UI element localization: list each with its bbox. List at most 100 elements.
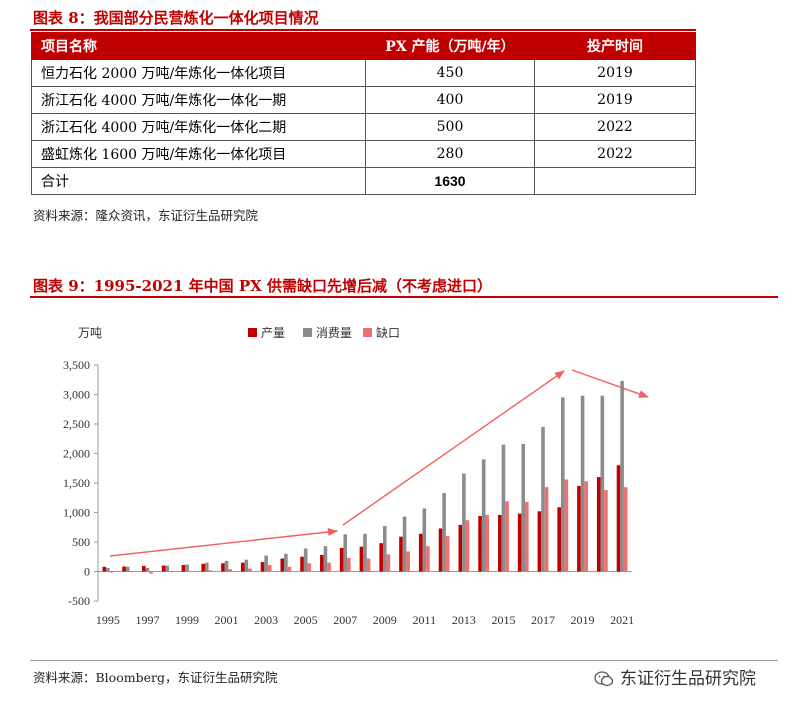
production-bar — [478, 516, 482, 572]
gap-bar — [188, 570, 193, 572]
gap-bar — [347, 557, 351, 572]
capacity-cell: 450 — [365, 59, 535, 87]
watermark-text: 东证衍生品研究院 — [620, 669, 756, 689]
x-tick-label: 1999 — [175, 613, 199, 627]
consumption-bar — [224, 560, 229, 572]
legend-swatch — [248, 328, 257, 337]
consumption-bar — [145, 567, 150, 572]
consumption-bar — [106, 567, 110, 572]
gap-bar — [208, 570, 213, 572]
production-bar — [320, 554, 324, 572]
consumption-bar — [620, 380, 624, 572]
gap-bar — [445, 536, 450, 572]
consumption-bar — [462, 473, 466, 572]
production-bar — [300, 556, 304, 572]
gap-bar — [564, 479, 569, 572]
gap-bar — [109, 571, 114, 573]
production-bar — [339, 547, 344, 572]
legend-label: 产量 — [261, 326, 285, 340]
y-tick-label: -500 — [68, 594, 90, 608]
header-start-date: 投产时间 — [534, 32, 696, 60]
x-tick-label: 2013 — [452, 613, 476, 627]
table8-title-rule — [30, 29, 696, 31]
consumption-bar — [541, 426, 545, 572]
gap-bar — [544, 487, 549, 572]
consumption-bar — [204, 562, 209, 572]
production-bar — [418, 533, 423, 572]
gap-bar — [604, 490, 608, 572]
y-tick-label: 500 — [72, 535, 90, 549]
header-project-name: 项目名称 — [31, 32, 366, 60]
y-tick-label: 3,000 — [63, 388, 90, 402]
gap-bar — [267, 565, 272, 572]
production-bar — [102, 566, 107, 572]
production-bar — [438, 528, 443, 572]
project-name-cell: 浙江石化 4000 万吨/年炼化一体化一期 — [31, 86, 366, 114]
consumption-bar — [125, 566, 130, 572]
consumption-bar — [185, 564, 189, 572]
consumption-bar — [244, 559, 249, 572]
trend-arrow-rising — [109, 528, 338, 557]
production-bar — [616, 465, 621, 572]
y-tick-label: 2,000 — [63, 447, 90, 461]
table8-source: 资料来源：隆众资讯，东证衍生品研究院 — [33, 208, 259, 223]
figure9-bottom-rule — [30, 660, 778, 661]
consumption-bar — [264, 555, 268, 572]
production-bar — [596, 477, 601, 572]
production-bar — [517, 513, 522, 572]
gap-bar — [366, 558, 371, 572]
gap-bar — [623, 487, 628, 572]
x-tick-label: 2001 — [215, 613, 239, 627]
production-bar — [498, 514, 502, 572]
gap-bar — [386, 554, 391, 572]
table-header-row: 项目名称 PX 产能（万吨/年） 投产时间 — [31, 32, 696, 60]
x-tick-label: 2005 — [294, 613, 318, 627]
x-tick-label: 2003 — [254, 613, 278, 627]
consumption-bar — [402, 516, 407, 572]
y-tick-label: 0 — [84, 565, 90, 579]
consumption-bar — [363, 533, 367, 572]
gap-bar — [505, 501, 509, 572]
gap-bar — [129, 571, 134, 573]
production-bar — [240, 562, 245, 572]
consumption-bar — [481, 459, 486, 572]
gap-bar — [327, 562, 331, 572]
header-px-capacity: PX 产能（万吨/年） — [365, 32, 535, 60]
production-bar — [557, 507, 561, 572]
consumption-bar — [521, 444, 526, 572]
consumption-bar — [382, 526, 387, 572]
start-date-cell: 2022 — [534, 140, 696, 168]
production-bar — [359, 546, 364, 572]
production-bar — [221, 563, 225, 572]
start-date-cell: 2019 — [534, 59, 696, 87]
legend-label: 消费量 — [316, 326, 352, 340]
consumption-bar — [284, 553, 288, 572]
production-bar — [260, 562, 265, 572]
y-tick-label: 1,000 — [63, 506, 90, 520]
x-tick-label: 2017 — [531, 613, 555, 627]
x-tick-label: 2009 — [373, 613, 397, 627]
x-tick-label: 1995 — [96, 613, 120, 627]
x-tick-label: 2011 — [413, 613, 437, 627]
gap-bar — [307, 563, 312, 572]
total-value-cell: 1630 — [365, 167, 535, 195]
consumption-bar — [422, 508, 427, 572]
consumption-bar — [580, 395, 585, 572]
gap-bar — [525, 501, 529, 572]
consumption-bar — [303, 548, 308, 572]
legend-swatch — [363, 328, 372, 337]
trend-arrow-declining — [571, 369, 649, 398]
gap-bar — [465, 520, 470, 572]
y-axis-label: 万吨 — [78, 326, 102, 340]
x-tick-label: 2021 — [610, 613, 634, 627]
project-name-cell: 浙江石化 4000 万吨/年炼化一体化二期 — [31, 113, 366, 141]
production-bar — [280, 558, 285, 572]
x-tick-label: 2015 — [491, 613, 515, 627]
consumption-bar — [343, 534, 348, 572]
figure9-title-rule — [30, 296, 778, 298]
total-label-cell: 合计 — [31, 167, 366, 195]
production-bar — [458, 524, 463, 572]
consumption-bar — [501, 444, 506, 572]
trend-arrow-surging — [342, 370, 565, 526]
